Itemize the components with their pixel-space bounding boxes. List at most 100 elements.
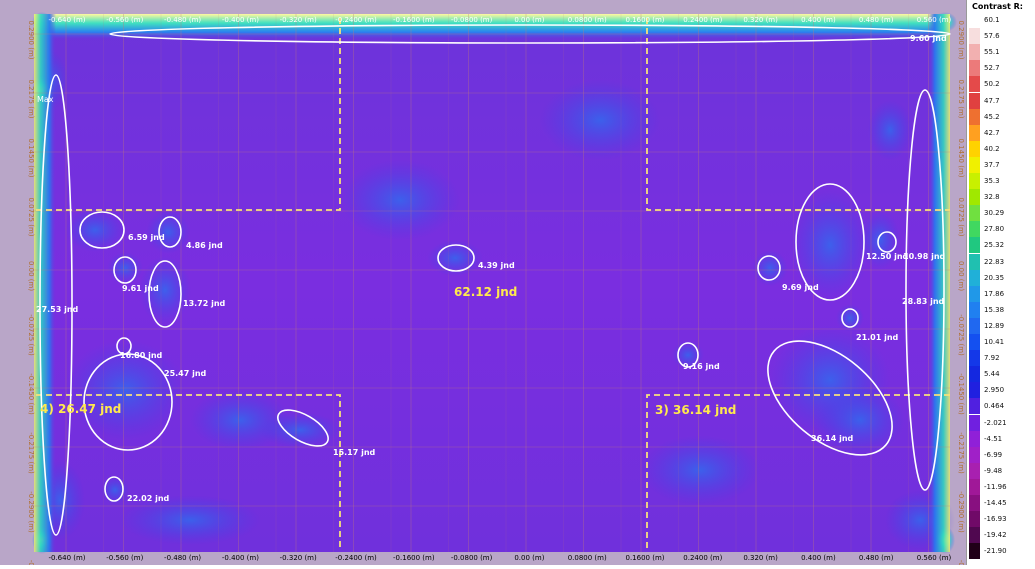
x-tick-label-bottom: -0.320 (m)	[280, 554, 317, 562]
legend-value: -4.51	[984, 434, 1003, 443]
y-tick-label-right: 0.1450 (m)	[957, 139, 965, 178]
defect-ellipse[interactable]	[113, 256, 137, 284]
x-tick-label-top: 0.0800 (m)	[568, 16, 607, 24]
zone-label: 3) 36.14 jnd	[655, 403, 736, 417]
defect-ellipse[interactable]	[39, 74, 73, 536]
x-tick-label-top: 0.400 (m)	[801, 16, 836, 24]
x-tick-label-bottom: -0.640 (m)	[48, 554, 85, 562]
defect-label: 21.01 jnd	[856, 333, 899, 342]
legend-row: 5.44	[969, 366, 1000, 383]
legend-swatch	[969, 173, 980, 190]
y-tick-label-left: 0.2900 (m)	[27, 21, 35, 60]
defect-label: 16.80 jnd	[120, 351, 163, 360]
legend-row: 25.32	[969, 237, 1004, 254]
defect-ellipse[interactable]	[841, 308, 859, 328]
defect-ellipse[interactable]	[148, 260, 182, 328]
y-tick-label-right: 0.2175 (m)	[957, 80, 965, 119]
zone-boundaries	[36, 18, 950, 550]
legend-row: -9.48	[969, 462, 1002, 479]
legend-value: 10.41	[984, 338, 1005, 347]
defect-ellipse[interactable]	[437, 244, 475, 272]
defect-ellipse[interactable]	[104, 476, 124, 502]
defect-ellipse[interactable]	[677, 342, 699, 368]
legend-row: 7.92	[969, 350, 1000, 367]
legend-row: 30.29	[969, 205, 1005, 222]
legend-value: 47.7	[984, 96, 1000, 105]
y-tick-label-right: -0.363	[957, 560, 965, 565]
defect-ellipses	[39, 24, 951, 536]
x-tick-label-bottom: -0.1600 (m)	[393, 554, 435, 562]
legend-swatch	[969, 156, 980, 173]
defect-label: 4.86 jnd	[186, 241, 223, 250]
legend-row: 60.1	[969, 12, 1000, 29]
defect-label: 22.02 jnd	[127, 494, 170, 503]
x-tick-label-bottom: -0.480 (m)	[164, 554, 201, 562]
x-tick-label-top: 0.1600 (m)	[626, 16, 665, 24]
x-tick-label-top: -0.480 (m)	[164, 16, 201, 24]
legend-value: 35.3	[984, 177, 1000, 186]
defect-ellipse[interactable]	[79, 211, 125, 249]
x-tick-label-top: -0.560 (m)	[106, 16, 143, 24]
defect-ellipse[interactable]	[877, 231, 897, 253]
x-tick-label-top: 0.480 (m)	[859, 16, 894, 24]
max-label: Max	[37, 95, 54, 104]
defect-ellipse[interactable]	[83, 353, 173, 451]
legend-row: 17.86	[969, 285, 1004, 302]
x-tick-label-bottom: 0.2400 (m)	[683, 554, 722, 562]
defect-label: 4.39 jnd	[478, 261, 515, 270]
legend-value: 27.80	[984, 225, 1005, 234]
defect-ellipse[interactable]	[109, 24, 951, 44]
x-tick-label-top: 0.320 (m)	[743, 16, 778, 24]
legend-swatch	[969, 317, 980, 334]
zone-boundary-bottom-left	[36, 394, 341, 550]
y-tick-label-left: -0.2900 (m)	[27, 491, 35, 533]
legend-swatch	[969, 237, 980, 254]
defect-label: 10.98 jnd	[903, 252, 946, 261]
y-tick-label-left: -0.363	[27, 560, 35, 565]
x-tick-label-top: -0.640 (m)	[48, 16, 85, 24]
legend-swatch	[969, 495, 980, 512]
legend-row: 52.7	[969, 60, 1000, 77]
y-tick-label-left: 0.0725 (m)	[27, 198, 35, 237]
defect-ellipse[interactable]	[158, 216, 182, 248]
legend-row: 27.80	[969, 221, 1005, 238]
zone-label: 62.12 jnd	[454, 285, 517, 299]
y-tick-label-left: -0.2175 (m)	[27, 432, 35, 474]
defect-label: 13.72 jnd	[183, 299, 226, 308]
legend-value: 57.6	[984, 32, 1000, 41]
x-tick-label-bottom: 0.480 (m)	[859, 554, 894, 562]
legend-row: 42.7	[969, 124, 1000, 141]
legend-swatch	[969, 414, 980, 431]
legend-row: 0.464	[969, 398, 1004, 415]
legend-value: 7.92	[984, 354, 1000, 363]
defect-ellipse[interactable]	[272, 403, 333, 454]
legend-row: 32.8	[969, 189, 1000, 206]
defect-ellipse[interactable]	[905, 89, 945, 491]
defect-ellipse[interactable]	[747, 319, 913, 477]
y-tick-label-right: 0.00 (m)	[957, 261, 965, 291]
y-tick-label-left: 0.1450 (m)	[27, 139, 35, 178]
color-legend: Contrast R: 60.1 57.6 55.1 52.7 50.2 47.7 45.2…	[966, 0, 1035, 565]
legend-value: 15.38	[984, 305, 1005, 314]
heat-blob	[340, 160, 460, 240]
defect-ellipse[interactable]	[795, 183, 865, 301]
y-tick-label-left: -0.1450 (m)	[27, 373, 35, 415]
grid-lines	[34, 14, 950, 552]
legend-swatch	[969, 189, 980, 206]
legend-row: -6.99	[969, 446, 1002, 463]
legend-row: 50.2	[969, 76, 1000, 93]
zone-boundary-bottom-right	[646, 394, 950, 550]
x-tick-label-top: -0.0800 (m)	[451, 16, 493, 24]
heat-blob	[640, 435, 760, 505]
contrast-heatmap[interactable]: 9.60 jnd 6.59 jnd 4.86 jnd 9.61 jnd 13.72 jn…	[0, 0, 966, 569]
legend-value: 30.29	[984, 209, 1005, 218]
zone-boundary-top-left	[36, 18, 341, 211]
legend-row: 15.38	[969, 301, 1005, 318]
defect-ellipse[interactable]	[757, 255, 781, 281]
defect-label: 9.60 jnd	[910, 34, 947, 43]
legend-swatch	[969, 366, 980, 383]
y-axis-right: 0.2900 (m) 0.2175 (m) 0.1450 (m) 0.0725 (m)…	[957, 21, 965, 569]
legend-row: 20.35	[969, 269, 1004, 286]
x-tick-label-top: 0.00 (m)	[514, 16, 544, 24]
